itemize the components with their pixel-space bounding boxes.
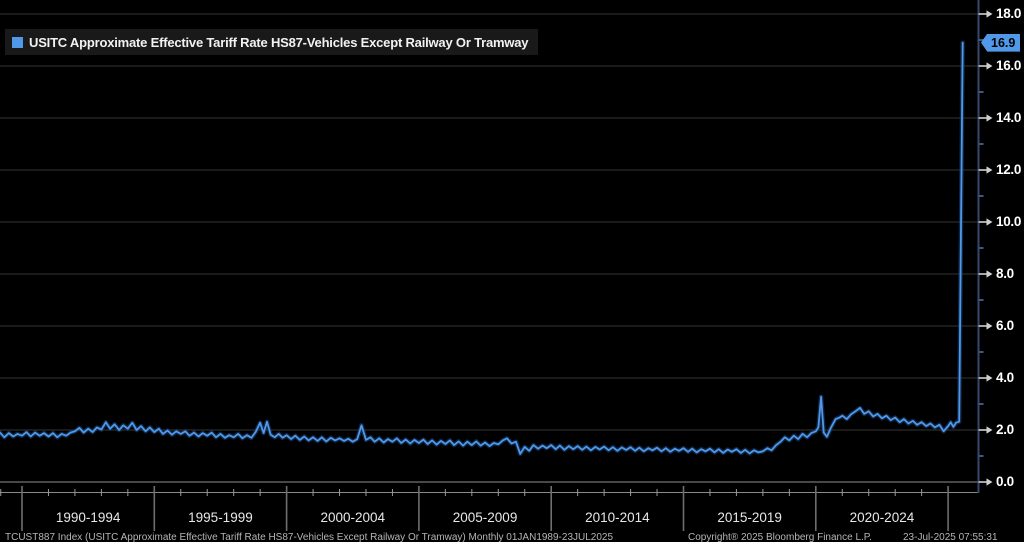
last-value-badge: 16.9: [981, 33, 1021, 52]
y-tick-arrowhead-icon: [986, 478, 993, 486]
y-axis-tick-label: 0.0: [996, 474, 1014, 489]
legend-series-label: USITC Approximate Effective Tariff Rate …: [29, 34, 529, 50]
y-tick-arrowhead-icon: [986, 426, 993, 434]
x-axis-period-label: 2010-2014: [585, 510, 650, 525]
chart-legend[interactable]: USITC Approximate Effective Tariff Rate …: [5, 29, 539, 55]
y-axis-tick-label: 16.0: [996, 58, 1022, 73]
y-tick-arrowhead-icon: [986, 218, 993, 226]
y-axis-tick-label: 18.0: [996, 6, 1022, 21]
y-axis-tick-label: 10.0: [996, 214, 1022, 229]
y-tick-arrowhead-icon: [986, 374, 993, 382]
y-axis-tick-label: 14.0: [996, 110, 1022, 125]
footer-ticker-description: TCUST887 Index (USITC Approximate Effect…: [5, 532, 614, 542]
legend-series-swatch-icon: [12, 36, 23, 48]
x-axis-period-label: 2015-2019: [717, 510, 782, 525]
y-tick-arrowhead-icon: [986, 322, 993, 330]
series-line: [0, 41, 964, 455]
y-axis-tick-label: 4.0: [996, 370, 1014, 385]
y-tick-arrowhead-icon: [986, 62, 993, 70]
x-axis-period-label: 2020-2024: [849, 510, 915, 525]
x-axis-period-label: 2005-2009: [452, 510, 518, 525]
x-axis-period-label: 1990-1994: [55, 510, 121, 525]
footer-copyright: Copyright® 2025 Bloomberg Finance L.P.: [688, 532, 872, 542]
y-tick-arrowhead-icon: [986, 114, 993, 122]
series-line-glow: [0, 40, 965, 457]
x-axis-period-label: 1995-1999: [188, 510, 253, 525]
y-tick-arrowhead-icon: [986, 166, 993, 174]
x-axis-period-label: 2000-2004: [320, 510, 386, 525]
y-tick-arrowhead-icon: [986, 270, 993, 278]
y-axis-tick-label: 8.0: [996, 266, 1014, 281]
y-tick-arrowhead-icon: [986, 10, 993, 18]
y-axis-tick-label: 2.0: [996, 422, 1014, 437]
y-axis-tick-label: 6.0: [996, 318, 1014, 333]
footer-timestamp: 23-Jul-2025 07:55:31: [903, 532, 998, 542]
y-axis-tick-label: 12.0: [996, 162, 1022, 177]
